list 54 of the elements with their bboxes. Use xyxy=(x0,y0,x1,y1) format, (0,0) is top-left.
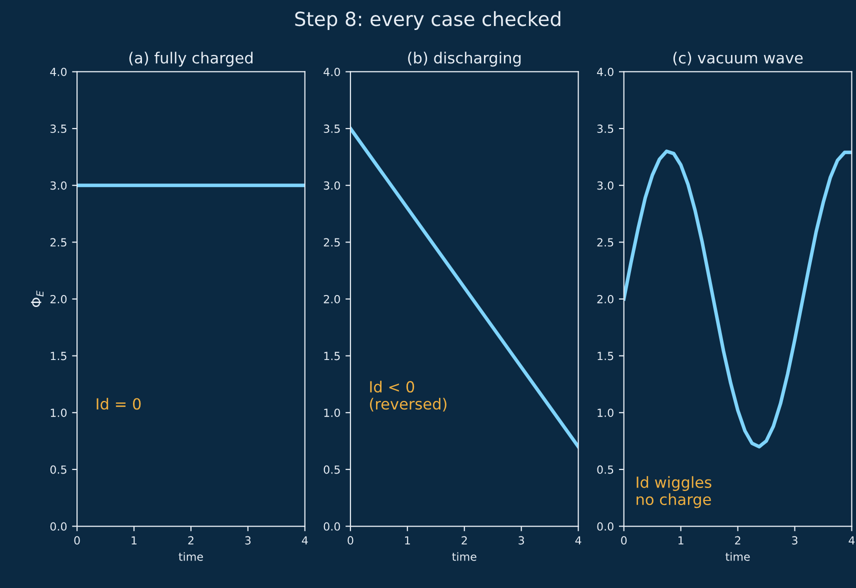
x-tick-label: 0 xyxy=(348,536,354,545)
x-axis-title: time xyxy=(726,552,750,561)
y-tick-label: 3.0 xyxy=(50,181,67,190)
annotation: Id = 0 xyxy=(96,398,141,410)
chart-title: (b) discharging xyxy=(408,52,521,67)
y-tick-label: 0.5 xyxy=(597,465,614,474)
y-tick-label: 0.0 xyxy=(50,522,67,531)
x-tick-label: 4 xyxy=(575,536,582,544)
x-tick-label: 3 xyxy=(518,536,524,545)
x-axis-title: time xyxy=(178,552,203,561)
y-tick-label: 4.0 xyxy=(324,68,340,76)
x-axis-title: time xyxy=(452,552,476,561)
y-tick-label: 3.5 xyxy=(597,124,614,133)
chart-title: (c) vacuum wave xyxy=(673,52,803,66)
y-axis-title: Φ$_{E}$ xyxy=(31,290,44,308)
y-tick-label: 3.0 xyxy=(597,181,614,190)
y-tick-label: 2.5 xyxy=(597,238,614,247)
annotation: Id wiggles no charge xyxy=(636,476,712,508)
x-tick-label: 0 xyxy=(74,536,80,545)
x-tick-label: 1 xyxy=(678,536,684,544)
y-tick-label: 1.0 xyxy=(50,408,67,418)
x-tick-label: 2 xyxy=(188,536,194,544)
y-tick-label: 4.0 xyxy=(597,68,614,76)
x-tick-label: 2 xyxy=(462,536,467,544)
annotation: Id < 0 (reversed) xyxy=(370,380,446,412)
y-tick-label: 2.0 xyxy=(597,294,614,304)
x-tick-label: 2 xyxy=(735,536,740,544)
y-tick-label: 2.0 xyxy=(50,294,67,304)
y-tick-label: 3.5 xyxy=(50,124,66,133)
y-tick-label: 3.0 xyxy=(324,181,340,190)
line-series xyxy=(624,150,852,448)
x-tick-label: 3 xyxy=(792,536,798,545)
y-tick-label: 0.0 xyxy=(324,522,340,531)
x-tick-label: 1 xyxy=(405,536,410,544)
y-tick-label: 0.5 xyxy=(50,465,66,474)
y-tick-label: 3.5 xyxy=(324,124,340,133)
y-tick-label: 1.0 xyxy=(598,408,614,418)
chart-title: (a) fully charged xyxy=(129,52,252,67)
y-tick-label: 1.0 xyxy=(324,408,340,418)
y-tick-label: 1.5 xyxy=(324,352,340,360)
y-tick-label: 4.0 xyxy=(50,68,67,76)
x-tick-label: 4 xyxy=(848,536,855,544)
y-tick-label: 0.5 xyxy=(324,465,340,474)
y-tick-label: 1.5 xyxy=(50,352,66,360)
y-tick-label: 0.0 xyxy=(597,522,614,531)
y-tick-label: 1.5 xyxy=(598,352,614,360)
x-tick-label: 1 xyxy=(132,536,137,544)
y-tick-label: 2.5 xyxy=(324,238,340,247)
y-tick-label: 2.5 xyxy=(50,238,66,247)
x-tick-label: 4 xyxy=(302,536,308,544)
x-tick-label: 3 xyxy=(245,536,251,545)
text: Step 8: every case checked xyxy=(295,11,560,30)
y-tick-label: 2.0 xyxy=(324,294,340,304)
x-tick-label: 0 xyxy=(621,536,627,545)
